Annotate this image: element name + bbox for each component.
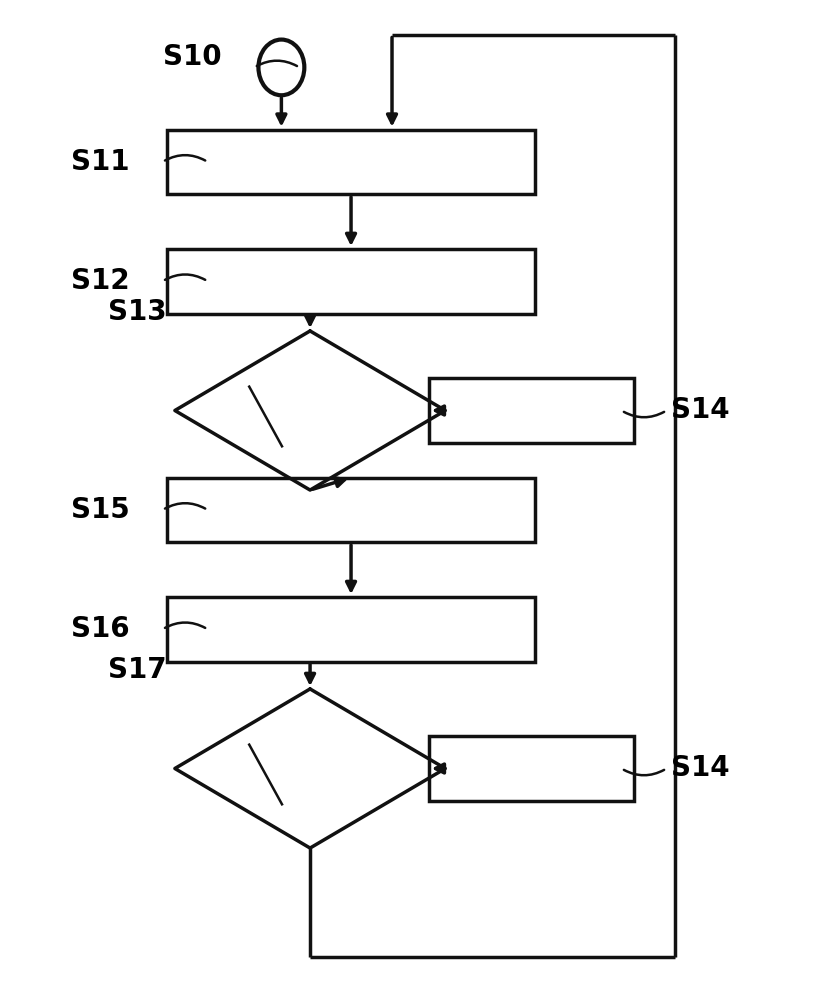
Bar [167, 478, 535, 542]
Text: S14: S14 [671, 396, 729, 424]
Bar [167, 249, 535, 314]
Bar [167, 597, 535, 662]
Bar [167, 130, 535, 194]
Text: S13: S13 [108, 298, 167, 326]
Bar [429, 736, 634, 801]
Text: S14: S14 [671, 754, 729, 782]
Text: S16: S16 [71, 615, 130, 643]
Text: S15: S15 [71, 496, 130, 524]
Text: S10: S10 [163, 43, 222, 71]
Text: S12: S12 [71, 267, 130, 295]
Bar [429, 378, 634, 443]
Text: S17: S17 [108, 656, 167, 684]
Text: S11: S11 [71, 148, 130, 176]
